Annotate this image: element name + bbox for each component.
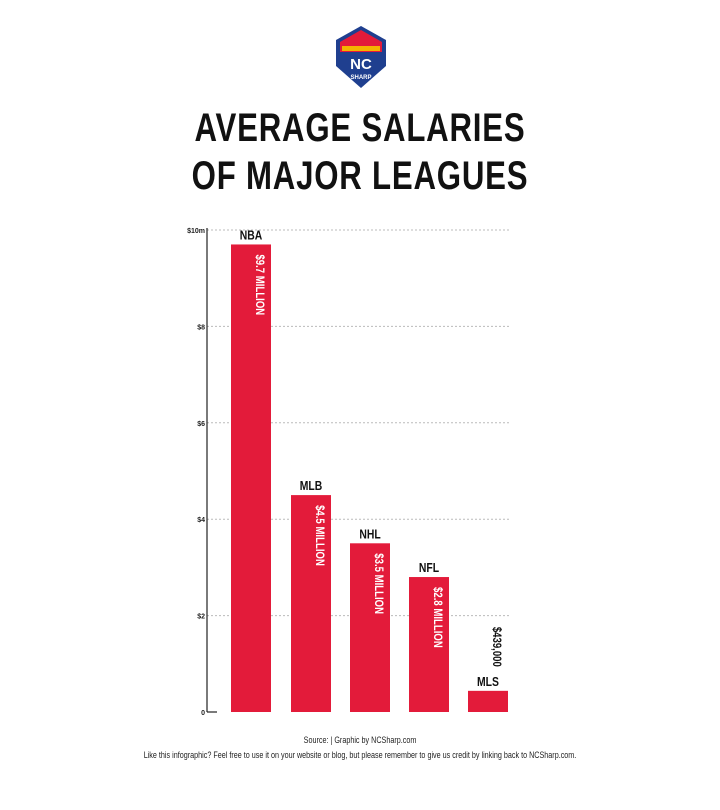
svg-text:NC: NC [350, 56, 372, 73]
nc-sharp-logo: NC SHARP [336, 26, 386, 88]
category-label: MLS [477, 675, 499, 689]
y-tick-label: $10m [187, 228, 205, 235]
y-tick-label: $8 [197, 324, 205, 331]
bar-nfl [409, 577, 449, 712]
y-tick-label: $2 [197, 614, 205, 621]
value-label: $439,000 [490, 627, 503, 667]
svg-text:SHARP: SHARP [350, 75, 371, 81]
category-label: MLB [300, 479, 323, 493]
title-line-2: OF MAJOR LEAGUES [191, 154, 529, 198]
y-tick-label: $6 [197, 421, 205, 428]
value-label: $3.5 MILLION [372, 553, 385, 614]
y-tick-label: $4 [197, 517, 205, 524]
y-tick-label: 0 [201, 710, 205, 717]
bar-nba [231, 244, 271, 712]
value-label: $4.5 MILLION [313, 505, 326, 566]
category-label: NBA [240, 228, 263, 242]
value-label: $2.8 MILLION [431, 587, 444, 648]
category-label: NFL [419, 561, 439, 575]
category-label: NHL [359, 527, 380, 541]
bar-mlb [291, 495, 331, 712]
footer-note: Like this infographic? Feel free to use … [143, 750, 577, 760]
source-text: Source: | Graphic by NCSharp.com [303, 735, 417, 745]
value-label: $9.7 MILLION [253, 254, 266, 315]
bar-nhl [350, 543, 390, 712]
bar-mls [468, 690, 508, 712]
title-line-1: AVERAGE SALARIES [194, 106, 526, 150]
